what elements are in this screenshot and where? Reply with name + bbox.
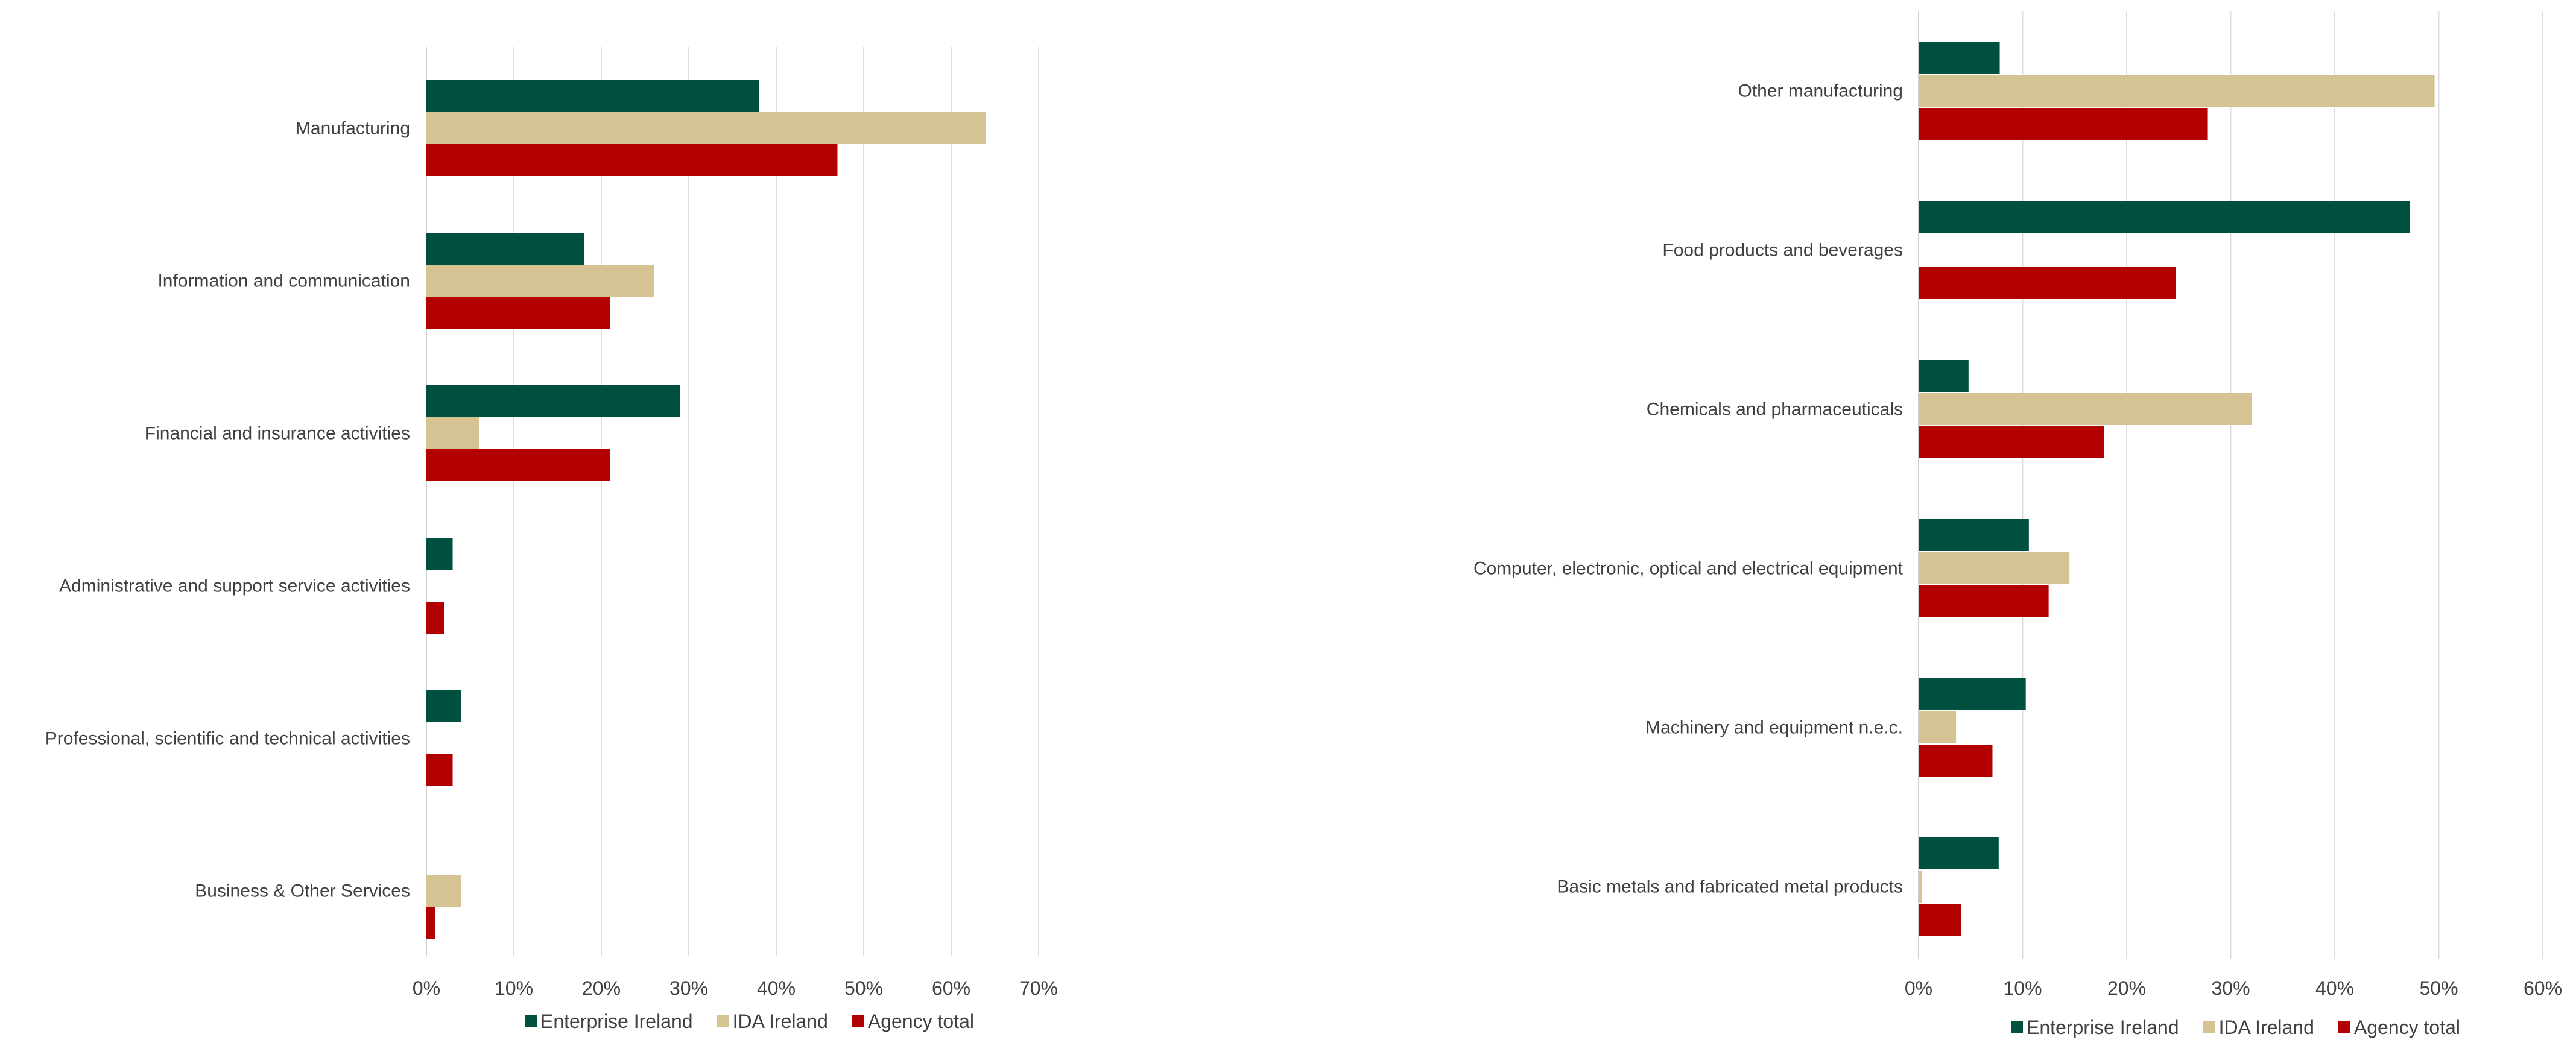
legend-label-ida-ireland: IDA Ireland xyxy=(2219,1016,2314,1038)
bar-ida-ireland-computer-electronic-optical-and-electrical-equipment xyxy=(1919,552,2070,584)
bar-enterprise-ireland-financial-and-insurance-activities xyxy=(426,385,680,417)
bar-ida-ireland-financial-and-insurance-activities xyxy=(426,417,479,449)
bar-enterprise-ireland-administrative-and-support-service-activities xyxy=(426,538,453,570)
bar-enterprise-ireland-chemicals-and-pharmaceuticals xyxy=(1919,360,1969,392)
x-tick-label: 70% xyxy=(1019,977,1058,999)
x-tick-label: 30% xyxy=(2211,977,2250,999)
bar-ida-ireland-information-and-communication xyxy=(426,265,654,297)
bar-enterprise-ireland-information-and-communication xyxy=(426,233,584,265)
legend-swatch-ida-ireland xyxy=(2203,1021,2215,1033)
x-tick-label: 20% xyxy=(2107,977,2146,999)
bar-agency-total-food-products-and-beverages xyxy=(1919,267,2176,299)
bar-agency-total-financial-and-insurance-activities xyxy=(426,449,610,481)
category-label: Business & Other Services xyxy=(195,881,410,901)
legend-swatch-agency-total xyxy=(852,1015,864,1027)
bar-enterprise-ireland-manufacturing xyxy=(426,80,759,112)
legend-label-ida-ireland: IDA Ireland xyxy=(733,1010,828,1032)
legend-swatch-enterprise-ireland xyxy=(2011,1021,2023,1033)
x-tick-label: 50% xyxy=(844,977,883,999)
category-label: Information and communication xyxy=(157,271,410,291)
bar-agency-total-administrative-and-support-service-activities xyxy=(426,602,444,634)
bar-agency-total-professional-scientific-and-technical-activities xyxy=(426,754,453,786)
bar-ida-ireland-manufacturing xyxy=(426,112,986,144)
bar-agency-total-manufacturing xyxy=(426,144,838,176)
bar-ida-ireland-other-manufacturing xyxy=(1919,75,2435,107)
bar-ida-ireland-business-and-other-services xyxy=(426,875,461,907)
bar-agency-total-chemicals-and-pharmaceuticals xyxy=(1919,426,2104,458)
x-tick-label: 30% xyxy=(669,977,708,999)
legend-label-agency-total: Agency total xyxy=(2354,1016,2460,1038)
category-label: Basic metals and fabricated metal produc… xyxy=(1557,877,1903,897)
category-label: Chemicals and pharmaceuticals xyxy=(1647,400,1903,420)
category-label: Professional, scientific and technical a… xyxy=(45,729,410,749)
x-tick-label: 20% xyxy=(582,977,621,999)
bar-agency-total-business-and-other-services xyxy=(426,907,435,939)
x-tick-label: 40% xyxy=(757,977,796,999)
x-tick-label: 60% xyxy=(2524,977,2562,999)
legend-label-enterprise-ireland: Enterprise Ireland xyxy=(2027,1016,2179,1038)
x-tick-label: 0% xyxy=(413,977,440,999)
bar-agency-total-other-manufacturing xyxy=(1919,108,2208,140)
chart-sectors: 0% 10% 20% 30% 40% 50% 60% 70% Manufacturing Info… xyxy=(45,47,1058,1032)
category-label: Other manufacturing xyxy=(1738,81,1903,101)
x-tick-label: 0% xyxy=(1905,977,1932,999)
chart-manufacturing-subsectors: 0% 10% 20% 30% 40% 50% 60% Other manufacturing F… xyxy=(1473,11,2562,1038)
legend-label-agency-total: Agency total xyxy=(868,1010,974,1032)
bar-agency-total-information-and-communication xyxy=(426,297,610,329)
bar-ida-ireland-machinery-and-equipment-n-e-c xyxy=(1919,711,1957,743)
bar-agency-total-computer-electronic-optical-and-electrical-equipment xyxy=(1919,585,2049,617)
legend-swatch-agency-total xyxy=(2338,1021,2350,1033)
bar-ida-ireland-basic-metals-and-fabricated-metal-products xyxy=(1919,871,1922,903)
bar-enterprise-ireland-computer-electronic-optical-and-electrical-equipment xyxy=(1919,519,2029,551)
bar-ida-ireland-chemicals-and-pharmaceuticals xyxy=(1919,393,2252,425)
legend-swatch-enterprise-ireland xyxy=(525,1015,537,1027)
legend-label-enterprise-ireland: Enterprise Ireland xyxy=(540,1010,693,1032)
x-tick-label: 60% xyxy=(932,977,970,999)
x-tick-label: 10% xyxy=(495,977,533,999)
bar-enterprise-ireland-food-products-and-beverages xyxy=(1919,201,2410,233)
category-label: Administrative and support service activ… xyxy=(59,576,410,596)
bar-enterprise-ireland-other-manufacturing xyxy=(1919,42,2000,74)
legend-swatch-ida-ireland xyxy=(717,1015,729,1027)
category-label: Food products and beverages xyxy=(1662,241,1903,260)
bar-agency-total-machinery-and-equipment-n-e-c xyxy=(1919,745,1993,777)
bar-enterprise-ireland-machinery-and-equipment-n-e-c xyxy=(1919,678,2026,710)
bar-enterprise-ireland-basic-metals-and-fabricated-metal-products xyxy=(1919,837,1999,869)
category-label: Computer, electronic, optical and electr… xyxy=(1473,559,1904,579)
x-tick-label: 50% xyxy=(2419,977,2458,999)
x-tick-label: 40% xyxy=(2315,977,2354,999)
bar-enterprise-ireland-professional-scientific-and-technical-activities xyxy=(426,690,461,722)
x-tick-label: 10% xyxy=(2003,977,2042,999)
category-label: Machinery and equipment n.e.c. xyxy=(1645,718,1903,738)
category-label: Manufacturing xyxy=(296,119,410,139)
bar-agency-total-basic-metals-and-fabricated-metal-products xyxy=(1919,904,1961,936)
category-label: Financial and insurance activities xyxy=(145,424,410,444)
